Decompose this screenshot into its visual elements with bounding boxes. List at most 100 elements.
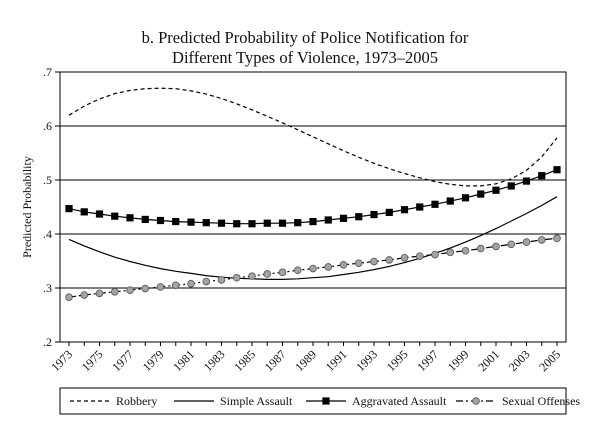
data-point-sexual-offenses [65, 293, 73, 301]
data-point-aggravated-assault [431, 200, 439, 208]
y-tick-label: .2 [43, 335, 52, 349]
data-point-sexual-offenses [126, 286, 134, 294]
x-tick-label: 1985 [231, 347, 258, 374]
data-point-sexual-offenses [385, 256, 394, 264]
data-point-aggravated-assault [385, 208, 393, 216]
x-tick-label: 1997 [414, 347, 441, 374]
data-point-aggravated-assault [172, 217, 180, 226]
data-point-aggravated-assault [248, 220, 256, 228]
data-point-aggravated-assault [217, 219, 226, 227]
data-point-sexual-offenses [400, 253, 409, 262]
data-point-aggravated-assault [141, 215, 149, 224]
y-tick-label: .4 [43, 227, 52, 241]
data-point-sexual-offenses [354, 259, 363, 267]
series-line-robbery [68, 87, 558, 187]
x-tick-label: 1987 [262, 347, 289, 374]
data-point-aggravated-assault [187, 218, 195, 226]
data-point-sexual-offenses [110, 287, 119, 296]
y-tick-label: .5 [43, 173, 52, 187]
y-axis-label: Predicted Probability [20, 156, 34, 258]
data-point-aggravated-assault [522, 177, 531, 185]
y-tick-label: .7 [43, 65, 52, 79]
data-point-aggravated-assault [80, 208, 88, 216]
data-point-sexual-offenses [80, 291, 89, 299]
x-tick-label: 1981 [170, 347, 197, 374]
legend-label-robbery: Robbery [116, 394, 157, 408]
data-point-sexual-offenses [217, 276, 226, 284]
chart-title-line-2: Different Types of Violence, 1973–2005 [172, 48, 438, 67]
x-axis: 1973 1975 1977 1979 1981 1983 1985 1987 1989 1991… [48, 342, 563, 374]
x-tick-label: 1993 [353, 347, 380, 374]
data-point-aggravated-assault [446, 197, 454, 205]
legend-marker-aggravated-assault [322, 397, 330, 405]
data-point-sexual-offenses [339, 260, 348, 269]
legend-box [59, 387, 567, 415]
data-point-sexual-offenses [415, 252, 424, 260]
data-point-sexual-offenses [187, 279, 195, 288]
data-point-aggravated-assault [233, 220, 241, 228]
data-point-sexual-offenses [446, 248, 455, 257]
data-point-aggravated-assault [309, 217, 317, 226]
data-point-aggravated-assault [111, 212, 119, 220]
data-point-aggravated-assault [324, 216, 332, 224]
x-tick-label: 1995 [384, 347, 411, 374]
data-point-sexual-offenses [370, 257, 378, 266]
data-point-aggravated-assault [553, 166, 561, 174]
data-point-aggravated-assault [507, 182, 515, 190]
plot-area-frame [59, 71, 567, 343]
data-point-aggravated-assault [477, 190, 485, 198]
data-point-sexual-offenses [232, 273, 241, 282]
data-point-aggravated-assault [416, 203, 424, 211]
legend: Robbery Simple Assault Aggravated Assault S… [70, 394, 580, 408]
data-point-aggravated-assault [126, 214, 134, 222]
x-tick-label: 2001 [475, 347, 502, 374]
data-point-sexual-offenses [522, 238, 531, 246]
data-point-sexual-offenses [156, 283, 165, 291]
data-point-aggravated-assault [400, 206, 409, 214]
data-point-sexual-offenses [171, 281, 180, 290]
data-point-sexual-offenses [263, 270, 272, 278]
data-point-sexual-offenses [324, 263, 333, 271]
chart-title-line-1: b. Predicted Probability of Police Notif… [142, 28, 469, 47]
data-point-aggravated-assault [492, 186, 500, 194]
y-tick-label: .6 [43, 119, 52, 133]
data-point-aggravated-assault [355, 213, 363, 221]
legend-label-simple-assault: Simple Assault [220, 394, 293, 408]
x-tick-label: 2005 [536, 347, 563, 374]
data-point-aggravated-assault [202, 219, 210, 227]
data-point-aggravated-assault [461, 194, 470, 202]
data-point-sexual-offenses [492, 242, 500, 251]
gridlines [60, 125, 566, 289]
x-tick-label: 1975 [79, 347, 106, 374]
series-line-simple-assault [68, 196, 558, 280]
x-tick-label: 1983 [201, 347, 228, 374]
x-tick-label: 1989 [292, 347, 319, 374]
data-point-aggravated-assault [538, 172, 546, 180]
x-tick-label: 1979 [140, 347, 167, 374]
data-point-sexual-offenses [293, 266, 302, 274]
data-point-aggravated-assault [65, 205, 73, 213]
data-point-aggravated-assault [95, 210, 104, 218]
x-tick-label: 1999 [445, 347, 472, 374]
data-point-aggravated-assault [156, 216, 165, 225]
x-tick-label: 1991 [323, 347, 350, 374]
legend-marker-sexual-offenses [472, 397, 480, 405]
data-point-sexual-offenses [476, 244, 485, 253]
data-point-sexual-offenses [537, 236, 546, 244]
data-point-sexual-offenses [309, 264, 317, 273]
x-tick-label: 2003 [506, 347, 533, 374]
legend-label-aggravated-assault: Aggravated Assault [352, 394, 447, 408]
data-point-sexual-offenses [248, 272, 256, 280]
series-markers [65, 166, 561, 301]
y-tick-label: .3 [43, 281, 52, 295]
data-point-sexual-offenses [278, 268, 287, 277]
data-point-sexual-offenses [431, 250, 439, 259]
data-point-sexual-offenses [141, 284, 150, 293]
y-axis: .2 .3 .4 .5 .6 .7 [43, 65, 60, 349]
data-point-sexual-offenses [553, 234, 561, 243]
data-point-sexual-offenses [507, 240, 516, 249]
legend-label-sexual-offenses: Sexual Offenses [502, 394, 580, 408]
data-point-aggravated-assault [370, 210, 378, 219]
data-point-aggravated-assault [339, 214, 348, 222]
